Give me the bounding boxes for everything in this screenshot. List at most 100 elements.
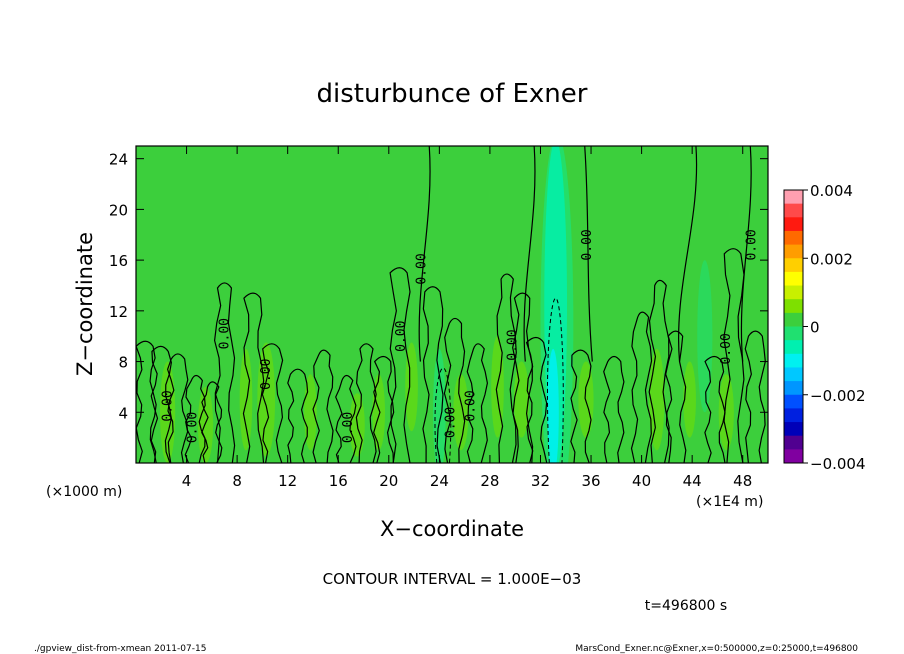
positive-anomaly xyxy=(239,348,253,451)
zero-contour xyxy=(603,355,625,463)
zero-contour xyxy=(466,343,489,463)
zero-contour xyxy=(523,146,536,362)
zero-contour xyxy=(373,355,395,463)
positive-anomaly xyxy=(257,342,276,457)
footer-right: MarsCond_Exner.nc@Exner,x=0:500000,z=0:2… xyxy=(575,644,858,654)
colorbar: 0.004 0.002 0 −0.002 −0.004 xyxy=(783,182,866,473)
zero-contour xyxy=(261,343,284,463)
x-tick-label: 12 xyxy=(278,472,297,490)
colorbar-cell xyxy=(784,353,803,368)
zero-contour xyxy=(335,374,357,463)
contour-value-label: 0.00 xyxy=(160,390,175,421)
colorbar-cell xyxy=(784,217,803,232)
zero-contour xyxy=(136,340,157,463)
contour-value-label: 0.00 xyxy=(259,359,274,390)
zero-contour xyxy=(287,368,309,463)
colorbar-cell xyxy=(784,299,803,314)
contour-value-label: 0.00 xyxy=(341,412,356,443)
contour-value-label: 0.00 xyxy=(744,229,759,260)
contour-value-label: 0.00 xyxy=(464,390,479,421)
footer-left: ./gpview_dist-from-xmean 2011-07-15 xyxy=(34,644,206,654)
colorbar-tick-label: 0.002 xyxy=(810,250,853,268)
colorbar-tick-label: −0.004 xyxy=(810,455,866,473)
x-axis-title: X−coordinate xyxy=(380,517,524,541)
zero-contour xyxy=(740,146,752,362)
plot-frame xyxy=(135,145,769,464)
x-tick-label: 20 xyxy=(379,472,398,490)
zero-contour xyxy=(312,349,334,463)
colorbar-tick-label: −0.002 xyxy=(810,387,866,405)
colorbar-cell xyxy=(784,271,803,287)
colorbar-cell xyxy=(784,190,803,205)
zero-contour xyxy=(665,330,687,463)
negative-anomaly xyxy=(433,348,446,463)
negative-anomaly xyxy=(547,348,559,463)
zero-contour xyxy=(355,343,377,463)
time-label: t=496800 s xyxy=(645,598,727,614)
zero-contour xyxy=(443,317,466,463)
zero-contour xyxy=(422,286,444,463)
zero-contour xyxy=(150,345,172,463)
chart-title: disturbunce of Exner xyxy=(317,79,588,109)
zero-contour xyxy=(495,273,517,463)
x-tick-label: 32 xyxy=(531,472,550,490)
x-unit-label: (×1000 m) xyxy=(46,484,122,500)
y-tick-label: 12 xyxy=(109,303,128,321)
contour-value-label: 0.00 xyxy=(186,412,201,443)
zero-contour xyxy=(744,330,766,463)
zero-contour xyxy=(525,336,548,463)
zero-contour xyxy=(570,349,592,463)
colorbar-ticks: 0.004 0.002 0 −0.002 −0.004 xyxy=(803,182,866,473)
contour-value-label: 0.00 xyxy=(719,333,734,364)
colorbar-cell xyxy=(784,435,803,450)
y-tick-label: 24 xyxy=(109,151,128,169)
colorbar-cell xyxy=(784,340,803,355)
y-tick-label: 20 xyxy=(109,201,128,219)
colorbar-cell xyxy=(784,258,803,273)
positive-anomaly xyxy=(197,386,214,463)
colorbar-cell xyxy=(784,326,803,341)
zero-contour xyxy=(213,282,236,463)
positive-anomaly xyxy=(453,374,469,451)
colorbar-cell xyxy=(784,367,803,382)
colorbar-tick-label: 0.004 xyxy=(810,182,853,200)
positive-anomaly xyxy=(683,361,696,438)
x-tick-label: 24 xyxy=(430,472,449,490)
colorbar-tick-label: 0 xyxy=(810,319,820,337)
shading-layer xyxy=(160,146,734,463)
x-tick-label: 36 xyxy=(581,472,600,490)
colorbar-cell xyxy=(784,312,803,327)
contour-lines xyxy=(136,146,766,463)
colorbar-cell xyxy=(784,422,803,437)
x-scale-label: (×1E4 m) xyxy=(696,494,763,510)
colorbar-cell xyxy=(784,244,803,259)
x-tick-label: 16 xyxy=(329,472,348,490)
x-tick-label: 4 xyxy=(182,472,192,490)
zero-contour xyxy=(678,146,698,362)
zero-contour xyxy=(418,146,431,362)
contour-interval: CONTOUR INTERVAL = 1.000E−03 xyxy=(323,570,582,588)
zero-contour xyxy=(584,146,593,362)
colorbar-cell xyxy=(784,408,803,423)
x-tick-label: 44 xyxy=(683,472,702,490)
contour-labels: 0.00 0.00 0.00 0.00 0.00 0.00 0.00 0.00 0.00 0.00… xyxy=(160,229,759,443)
zero-contour xyxy=(389,267,411,463)
contour-value-label: 0.00 xyxy=(394,321,409,352)
positive-anomaly xyxy=(160,361,176,463)
positive-anomaly xyxy=(405,342,418,432)
negative-contour xyxy=(434,367,452,463)
contour-value-label: 0.00 xyxy=(580,229,595,260)
colorbar-cell xyxy=(784,394,803,409)
zero-contour xyxy=(201,381,223,463)
y-tick-label: 8 xyxy=(118,354,128,372)
plot-area: 0.00 0.00 0.00 0.00 0.00 0.00 0.00 0.00 0.00 0.00… xyxy=(109,145,769,490)
contour-value-label: 0.00 xyxy=(444,407,459,438)
zero-contour xyxy=(630,311,653,463)
zero-contour xyxy=(184,374,206,463)
zero-contour xyxy=(242,292,265,463)
contour-value-label: 0.00 xyxy=(217,318,232,349)
positive-anomaly xyxy=(718,374,734,451)
colorbar-cell xyxy=(784,449,803,464)
